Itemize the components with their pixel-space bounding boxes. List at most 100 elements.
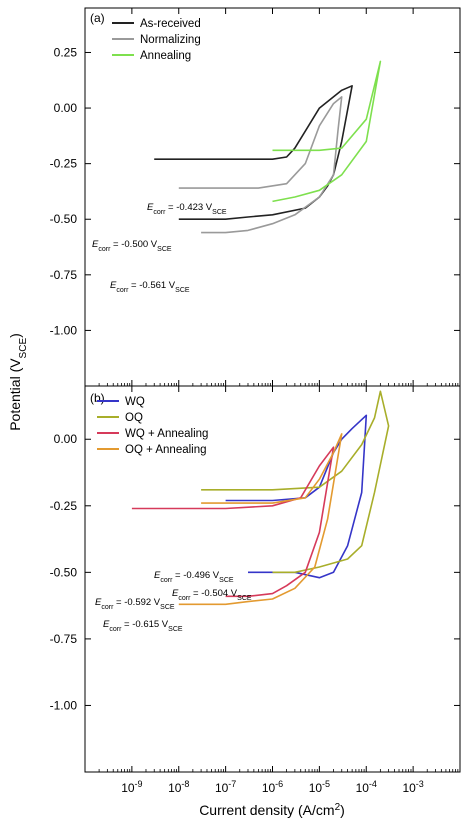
y-axis-title-main: Potential (V	[7, 358, 23, 431]
panel-a-series	[154, 60, 382, 234]
ecorr-value: = -0.592 V	[113, 597, 160, 608]
x-tick-exponent: -6	[275, 779, 283, 789]
series-line-annealing	[272, 60, 382, 203]
x-tick-base: 10	[168, 781, 182, 795]
y-tick-label: -0.75	[50, 632, 78, 646]
legend-label-oq-annealing: OQ + Annealing	[125, 444, 207, 456]
x-tick-exponent: -5	[322, 779, 330, 789]
ecorr-annotation: Ecorr = -0.615 VSCE	[103, 619, 183, 633]
x-tick-label: 10-7	[215, 779, 236, 795]
x-tick-base: 10	[402, 781, 416, 795]
ecorr-subscript: corr	[98, 246, 111, 253]
y-tick-label: 0.00	[54, 101, 78, 115]
ecorr-symbol: E	[95, 597, 102, 608]
x-axis-title-main: Current density (A/cm	[199, 802, 334, 818]
series-line-wq-annealing	[131, 446, 335, 598]
y-tick-label: -0.75	[50, 268, 78, 282]
ecorr-unit-subscript: SCE	[157, 246, 172, 253]
panel-b-y-ticks: 0.00 -0.25 -0.50 -0.75 -1.00	[50, 432, 460, 712]
ecorr-unit-subscript: SCE	[212, 209, 227, 216]
x-tick-exponent: -4	[369, 779, 377, 789]
legend-label-wq-annealing: WQ + Annealing	[125, 428, 208, 440]
y-tick-label: 0.25	[54, 45, 78, 59]
y-axis-title-close: )	[7, 333, 23, 338]
legend-label-oq: OQ	[125, 412, 143, 424]
ecorr-value: = -0.561 V	[128, 280, 175, 291]
y-tick-label: -0.25	[50, 157, 78, 171]
panel-b-tag: (b)	[90, 391, 105, 405]
x-tick-base: 10	[121, 781, 135, 795]
x-tick-base: 10	[356, 781, 370, 795]
y-tick-label: -0.50	[50, 212, 78, 226]
panel-b-series	[131, 390, 390, 606]
x-tick-label: 10-3	[402, 779, 423, 795]
x-tick-base: 10	[215, 781, 229, 795]
ecorr-symbol: E	[92, 239, 99, 250]
ecorr-subscript: corr	[160, 577, 173, 584]
x-tick-exponent: -9	[135, 779, 143, 789]
y-tick-label: -0.25	[50, 499, 78, 513]
y-tick-label: -1.00	[50, 323, 78, 337]
y-tick-label: -1.00	[50, 698, 78, 712]
ecorr-unit-subscript: SCE	[175, 287, 190, 294]
ecorr-symbol: E	[172, 588, 179, 599]
ecorr-value: = -0.500 V	[110, 239, 157, 250]
ecorr-value: = -0.423 V	[165, 202, 212, 213]
ecorr-value: = -0.615 V	[121, 619, 168, 630]
x-axis-title-sup: 2	[335, 802, 341, 813]
ecorr-symbol: E	[147, 202, 154, 213]
ecorr-value: = -0.496 V	[172, 570, 219, 581]
ecorr-symbol: E	[103, 619, 110, 630]
x-tick-label: 10-4	[356, 779, 377, 795]
panel-b-x-ticks: 10-9 10-8 10-7 10-6 10-5 10-4 10-3	[84, 386, 461, 795]
x-tick-exponent: -7	[228, 779, 236, 789]
y-tick-label: 0.00	[54, 432, 78, 446]
series-line-oq-annealing	[178, 433, 343, 606]
y-tick-label: -0.50	[50, 565, 78, 579]
x-tick-label: 10-9	[121, 779, 142, 795]
ecorr-annotation: Ecorr = -0.561 VSCE	[110, 280, 190, 294]
series-line-normalizing	[178, 96, 343, 234]
panel-a-legend: As-received Normalizing Annealing	[112, 18, 201, 62]
series-line-oq	[201, 390, 390, 574]
x-axis-title-close: )	[340, 802, 345, 818]
legend-label-as-received: As-received	[140, 18, 201, 30]
ecorr-unit-subscript: SCE	[219, 577, 234, 584]
ecorr-annotation: Ecorr = -0.500 VSCE	[92, 239, 172, 253]
legend-label-normalizing: Normalizing	[140, 34, 201, 46]
legend-label-annealing: Annealing	[140, 50, 191, 62]
ecorr-annotation: Ecorr = -0.592 VSCE	[95, 597, 175, 611]
panel-a-tag: (a)	[90, 11, 105, 25]
ecorr-unit-subscript: SCE	[168, 626, 183, 633]
legend-label-wq: WQ	[125, 396, 145, 408]
ecorr-symbol: E	[154, 570, 161, 581]
y-axis-title: Potential (VSCE)	[7, 333, 29, 431]
ecorr-annotation: Ecorr = -0.504 VSCE	[172, 588, 252, 602]
x-tick-exponent: -8	[181, 779, 189, 789]
x-tick-base: 10	[262, 781, 276, 795]
ecorr-subscript: corr	[101, 604, 114, 611]
x-tick-base: 10	[309, 781, 323, 795]
ecorr-unit-subscript: SCE	[237, 595, 252, 602]
x-axis-title: Current density (A/cm2)	[199, 802, 345, 819]
ecorr-subscript: corr	[153, 209, 166, 216]
panel-a: (a) 0.25 0.00 -0.25 -0.50 -0.75 -1.00 As-rece…	[50, 7, 461, 387]
ecorr-symbol: E	[110, 280, 117, 291]
panel-a-y-ticks: 0.25 0.00 -0.25 -0.50 -0.75 -1.00	[50, 8, 461, 386]
panel-b-legend: WQ OQ WQ + Annealing OQ + Annealing	[97, 396, 208, 456]
ecorr-value: = -0.504 V	[190, 588, 237, 599]
ecorr-annotation: Ecorr = -0.496 VSCE	[154, 570, 234, 584]
ecorr-unit-subscript: SCE	[160, 604, 175, 611]
x-tick-exponent: -3	[416, 779, 424, 789]
x-tick-label: 10-6	[262, 779, 283, 795]
y-axis-title-sub: SCE	[18, 338, 29, 359]
ecorr-subscript: corr	[109, 626, 122, 633]
ecorr-annotation: Ecorr = -0.423 VSCE	[147, 202, 227, 216]
x-tick-label: 10-5	[309, 779, 330, 795]
panel-b: (b) 0.00-0.25-0.50-0.75-1.00 10-9 10-8 10-…	[50, 385, 461, 795]
ecorr-subscript: corr	[116, 287, 129, 294]
